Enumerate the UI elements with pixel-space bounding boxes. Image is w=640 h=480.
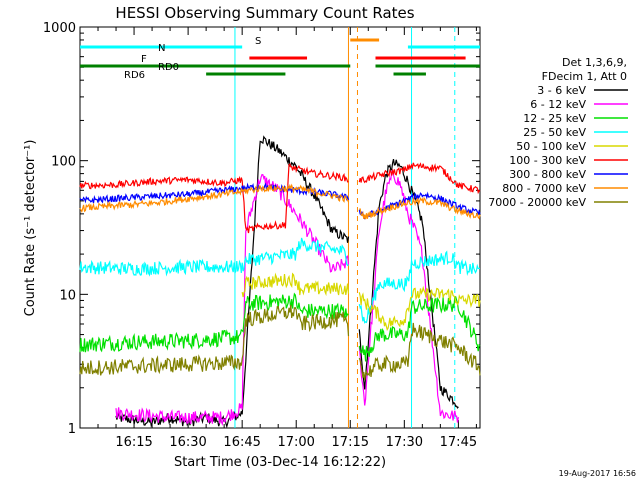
state-bar-label: RD0 (158, 62, 179, 73)
series-line (241, 272, 481, 331)
state-bar-label: RD6 (124, 70, 145, 81)
x-tick-label: 17:30 (386, 435, 423, 450)
legend-info-line: FDecim 1, Att 0 (542, 70, 627, 83)
legend-label: 12 - 25 keV (523, 112, 586, 125)
legend-label: 3 - 6 keV (537, 84, 586, 97)
axis-ticks: 16:15 16:30 16:45 17:00 17:15 17:30 17:45 1 10 10… (43, 21, 480, 450)
x-tick-label: 17:45 (440, 435, 477, 450)
series-line (79, 304, 481, 381)
series-line (79, 237, 481, 324)
series-line (79, 292, 481, 362)
x-axis-label: Start Time (03-Dec-14 16:12:22) (174, 455, 386, 470)
legend-label: 50 - 100 keV (516, 140, 586, 153)
chart-title: HESSI Observing Summary Count Rates (115, 4, 414, 22)
series-layer (79, 135, 481, 429)
footer-date: 19-Aug-2017 16:56 (559, 469, 636, 478)
legend-label: 6 - 12 keV (530, 98, 586, 111)
legend-label: 100 - 300 keV (509, 154, 586, 167)
legend-label: 25 - 50 keV (523, 126, 586, 139)
state-bars: N S F RD0 RD6 (80, 36, 480, 81)
plot-frame (79, 26, 481, 429)
y-tick-label: 100 (51, 155, 76, 170)
legend-label: 800 - 7000 keV (502, 182, 586, 195)
x-tick-label: 17:15 (332, 435, 369, 450)
state-bar-label: N (158, 43, 165, 54)
y-tick-label: 1 (68, 422, 76, 437)
y-tick-label: 1000 (43, 21, 76, 36)
series-line (79, 183, 481, 220)
state-bar-label: S (255, 36, 261, 47)
x-tick-label: 17:00 (277, 435, 314, 450)
series-line (79, 182, 481, 220)
legend-label: 300 - 800 keV (509, 168, 586, 181)
state-change-lines (234, 27, 456, 428)
x-tick-label: 16:30 (169, 435, 206, 450)
legend-info-line: Det 1,3,6,9, (562, 56, 627, 69)
series-line (115, 169, 459, 427)
x-tick-label: 16:45 (223, 435, 260, 450)
x-tick-label: 16:15 (115, 435, 152, 450)
y-axis-label: Count Rate (s⁻¹ detector⁻¹) (23, 140, 38, 317)
state-bar-label: F (141, 54, 147, 65)
y-tick-label: 10 (59, 288, 76, 303)
series-line (79, 162, 481, 234)
legend-label: 7000 - 20000 keV (488, 196, 586, 209)
